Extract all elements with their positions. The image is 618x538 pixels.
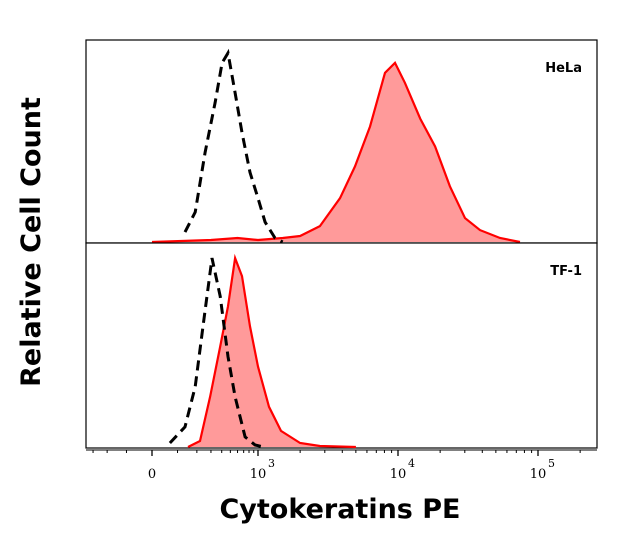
control-histogram-line: [168, 257, 265, 449]
x-tick-exponent: 3: [268, 457, 275, 470]
x-tick-exponent: 4: [408, 457, 415, 470]
x-tick-label: 10: [390, 467, 407, 482]
panel-label: HeLa: [545, 61, 582, 76]
panel-frame: [85, 242, 598, 449]
x-axis-label: Cytokeratins PE: [219, 494, 460, 525]
x-tick-label: 0: [148, 467, 156, 482]
sample-histogram-fill: [152, 62, 521, 243]
x-tick-exponent: 5: [548, 457, 555, 470]
panel-label: TF-1: [550, 264, 582, 279]
x-tick-label: 10: [250, 467, 267, 482]
sample-histogram-line: [151, 61, 521, 244]
panel-hela: HeLa: [85, 39, 598, 244]
y-axis-label: Relative Cell Count: [16, 97, 47, 387]
panel-tf-1: TF-1: [85, 242, 598, 449]
sample-histogram-line: [187, 253, 356, 449]
sample-histogram-fill: [187, 258, 356, 447]
x-tick-label: 10: [530, 467, 547, 482]
control-histogram-line: [183, 48, 284, 244]
